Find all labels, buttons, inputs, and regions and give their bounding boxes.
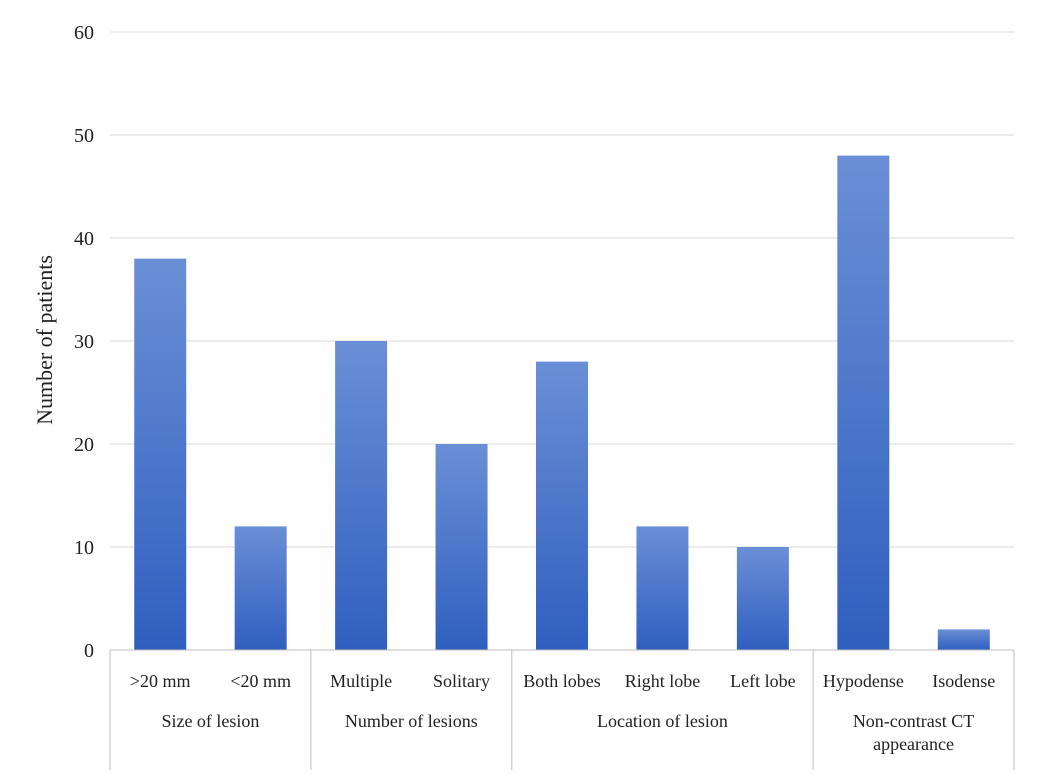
bar — [234, 526, 287, 650]
x-tick-label: Both lobes — [523, 671, 601, 691]
x-tick-label: Isodense — [932, 671, 995, 691]
bar — [736, 547, 789, 650]
x-tick-label: Hypodense — [823, 671, 904, 691]
y-tick-label: 0 — [84, 640, 94, 662]
y-tick-label: 50 — [74, 125, 94, 147]
x-tick-label: >20 mm — [130, 671, 191, 691]
x-tick-label: Multiple — [330, 671, 392, 691]
bar — [536, 361, 588, 650]
y-tick-label: 40 — [74, 228, 94, 250]
bars — [134, 155, 990, 650]
y-tick-label: 20 — [74, 434, 94, 456]
x-tick-label: Solitary — [433, 671, 490, 691]
category-axis: >20 mm <20 mm Multiple Solitary Both lobes Ri… — [109, 649, 1015, 770]
x-tick-label: Right lobe — [625, 671, 701, 691]
bar — [636, 526, 689, 650]
group-label: Size of lesion — [161, 711, 259, 731]
group-label: Non-contrast CT — [853, 711, 974, 731]
y-tick-label: 30 — [74, 331, 94, 353]
group-label: Location of lesion — [597, 711, 728, 731]
y-axis-title: Number of patients — [32, 255, 57, 425]
bar — [435, 444, 488, 650]
y-tick-label: 60 — [74, 22, 94, 44]
bar — [837, 155, 890, 650]
group-label: appearance — [873, 734, 954, 754]
bar — [335, 341, 388, 650]
group-label: Number of lesions — [345, 711, 478, 731]
x-tick-label: Left lobe — [730, 671, 795, 691]
bar — [937, 629, 990, 650]
bar — [134, 258, 187, 650]
x-tick-label: <20 mm — [230, 671, 291, 691]
y-tick-label: 10 — [74, 537, 94, 559]
